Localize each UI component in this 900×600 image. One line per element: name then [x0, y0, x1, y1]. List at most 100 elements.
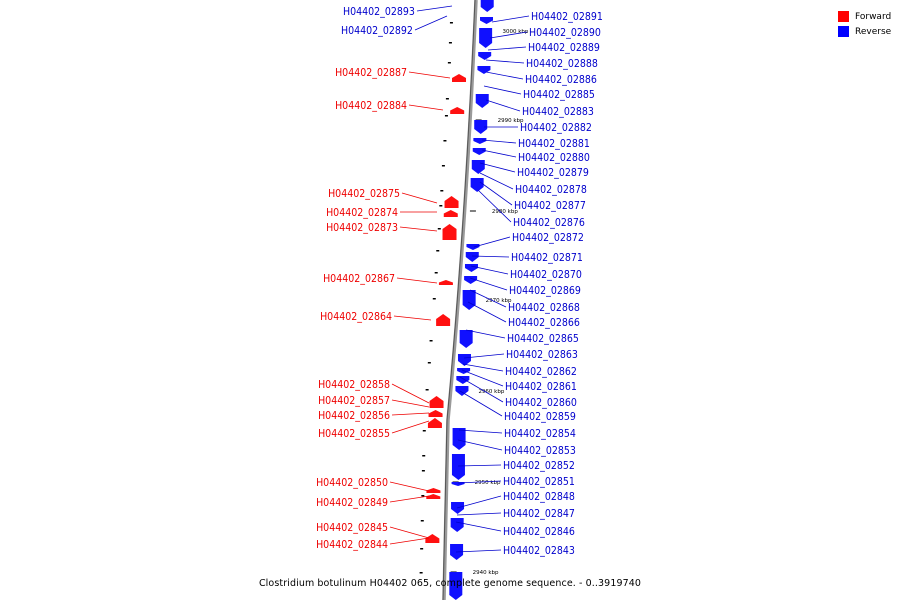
reverse-leader-line	[485, 71, 524, 80]
reverse-gene-label: H04402_02891	[531, 11, 603, 23]
forward-swatch	[838, 11, 849, 22]
reverse-gene-arrow	[466, 244, 480, 250]
forward-leader-line	[389, 526, 430, 539]
forward-gene-arrow	[426, 488, 441, 493]
reverse-leader-line	[456, 495, 502, 509]
scale-label: 2990 kbp	[498, 118, 524, 124]
reverse-gene-label: H04402_02883	[522, 106, 594, 118]
reverse-gene-arrow	[480, 0, 494, 12]
forward-gene-label: H04402_02887	[335, 67, 407, 79]
minor-tick	[422, 430, 426, 432]
forward-leader-line	[401, 192, 438, 204]
reverse-gene-label: H04402_02878	[515, 184, 587, 196]
reverse-leader-line	[469, 277, 508, 291]
forward-gene-label: H04402_02873	[326, 222, 398, 234]
forward-gene-label: H04402_02849	[316, 497, 388, 509]
forward-leader-line	[391, 412, 430, 416]
minor-tick	[444, 115, 448, 117]
forward-gene-label: H04402_02874	[326, 207, 398, 219]
scale-label: 2960 kbp	[478, 389, 504, 395]
reverse-gene-arrow	[473, 138, 487, 144]
minor-tick	[434, 272, 438, 274]
forward-gene-arrow	[436, 314, 451, 326]
forward-gene-label: H04402_02857	[318, 395, 390, 407]
reverse-gene-arrow	[462, 290, 476, 310]
minor-tick	[429, 340, 433, 342]
minor-tick	[448, 42, 452, 44]
forward-leader-line	[389, 537, 430, 545]
reverse-gene-arrow	[455, 386, 469, 396]
reverse-gene-label: H04402_02848	[503, 491, 575, 503]
minor-tick	[420, 548, 424, 550]
legend-reverse: Reverse	[838, 24, 891, 39]
minor-tick	[437, 228, 441, 230]
legend-forward-label: Forward	[855, 11, 892, 22]
forward-leader-line	[408, 71, 451, 79]
reverse-gene-label: H04402_02868	[508, 302, 580, 314]
forward-gene-label: H04402_02855	[318, 428, 390, 440]
forward-leader-line	[391, 383, 430, 404]
scale-label: 2970 kbp	[486, 298, 512, 304]
forward-gene-label: H04402_02875	[328, 188, 400, 200]
reverse-gene-arrow	[452, 428, 466, 450]
reverse-gene-label: H04402_02888	[526, 58, 598, 70]
forward-leader-line	[408, 104, 444, 111]
scale-label: 3000 kbp	[502, 29, 528, 35]
minor-tick	[432, 298, 436, 300]
reverse-gene-label: H04402_02880	[518, 152, 590, 164]
legend-forward: Forward	[838, 9, 891, 24]
reverse-gene-label: H04402_02892	[341, 25, 413, 37]
reverse-gene-arrow	[450, 518, 464, 532]
reverse-leader-line	[477, 189, 512, 223]
minor-tick	[436, 250, 440, 252]
reverse-gene-arrow	[470, 178, 484, 192]
reverse-gene-label: H04402_02843	[503, 545, 575, 557]
minor-tick	[441, 165, 445, 167]
forward-gene-label: H04402_02850	[316, 477, 388, 489]
reverse-gene-label: H04402_02871	[511, 252, 583, 264]
reverse-gene-label: H04402_02872	[512, 232, 584, 244]
reverse-gene-arrow	[451, 454, 465, 480]
genome-backbone-line	[442, 0, 476, 600]
reverse-leader-line	[469, 289, 507, 308]
reverse-gene-label: H04402_02893	[343, 6, 415, 18]
forward-leader-line	[391, 420, 430, 434]
reverse-gene-label: H04402_02861	[505, 381, 577, 393]
reverse-leader-line	[456, 512, 502, 516]
reverse-leader-line	[479, 162, 516, 173]
reverse-gene-arrow	[472, 148, 486, 155]
reverse-leader-line	[479, 181, 513, 206]
minor-tick	[427, 362, 431, 364]
reverse-gene-label: H04402_02859	[504, 411, 576, 423]
scale-label: 2950 kbp	[475, 480, 501, 486]
forward-leader-line	[399, 226, 438, 232]
reverse-gene-label: H04402_02869	[509, 285, 581, 297]
legend: Forward Reverse	[838, 9, 891, 39]
reverse-leader-line	[479, 172, 514, 190]
reverse-gene-label: H04402_02860	[505, 397, 577, 409]
reverse-gene-label: H04402_02886	[525, 74, 597, 86]
reverse-leader-line	[485, 99, 521, 112]
reverse-gene-label: H04402_02882	[520, 122, 592, 134]
reverse-leader-line	[470, 265, 509, 275]
forward-gene-label: H04402_02856	[318, 410, 390, 422]
forward-gene-arrow	[428, 410, 443, 417]
reverse-leader-line	[459, 390, 503, 417]
forward-gene-arrow	[443, 210, 458, 217]
reverse-gene-label: H04402_02879	[517, 167, 589, 179]
reverse-leader-line	[485, 59, 525, 64]
reverse-gene-label: H04402_02881	[518, 138, 590, 150]
minor-tick	[421, 495, 425, 497]
reverse-leader-line	[489, 31, 528, 39]
forward-leader-line	[391, 399, 430, 408]
reverse-gene-arrow	[471, 160, 485, 174]
forward-gene-arrow	[438, 280, 453, 285]
reverse-leader-line	[481, 149, 517, 158]
reverse-gene-label: H04402_02851	[503, 476, 575, 488]
minor-tick	[445, 98, 449, 100]
minor-tick	[422, 455, 426, 457]
reverse-gene-arrow	[464, 264, 478, 272]
reverse-leader-line	[459, 376, 504, 403]
reverse-leader-line	[416, 5, 453, 12]
